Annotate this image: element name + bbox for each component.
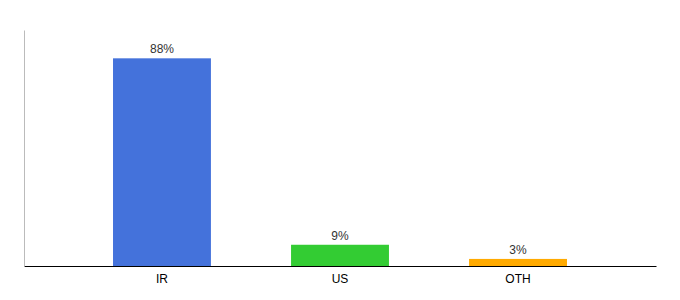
- plot: IR US OTH 88% 9% 3%: [25, 31, 657, 286]
- x-tick-label: OTH: [505, 272, 530, 286]
- bar: [291, 245, 389, 266]
- data-label: 88%: [150, 42, 174, 56]
- x-tick-label: IR: [156, 272, 168, 286]
- bar: [113, 58, 211, 266]
- data-label: 3%: [509, 243, 527, 257]
- x-tick: IR: [156, 272, 168, 286]
- x-tick: OTH: [505, 272, 530, 286]
- x-axis: IR US OTH: [25, 267, 657, 286]
- x-axis-line: [25, 266, 657, 267]
- bars: [113, 58, 567, 266]
- data-label: 9%: [331, 229, 349, 243]
- y-axis: [24, 31, 25, 267]
- bar: [469, 259, 567, 266]
- x-tick-label: US: [332, 272, 349, 286]
- data-labels: 88% 9% 3%: [150, 42, 527, 257]
- y-axis-line: [24, 31, 25, 267]
- x-tick: US: [332, 272, 349, 286]
- chart: IR US OTH 88% 9% 3%: [0, 0, 680, 300]
